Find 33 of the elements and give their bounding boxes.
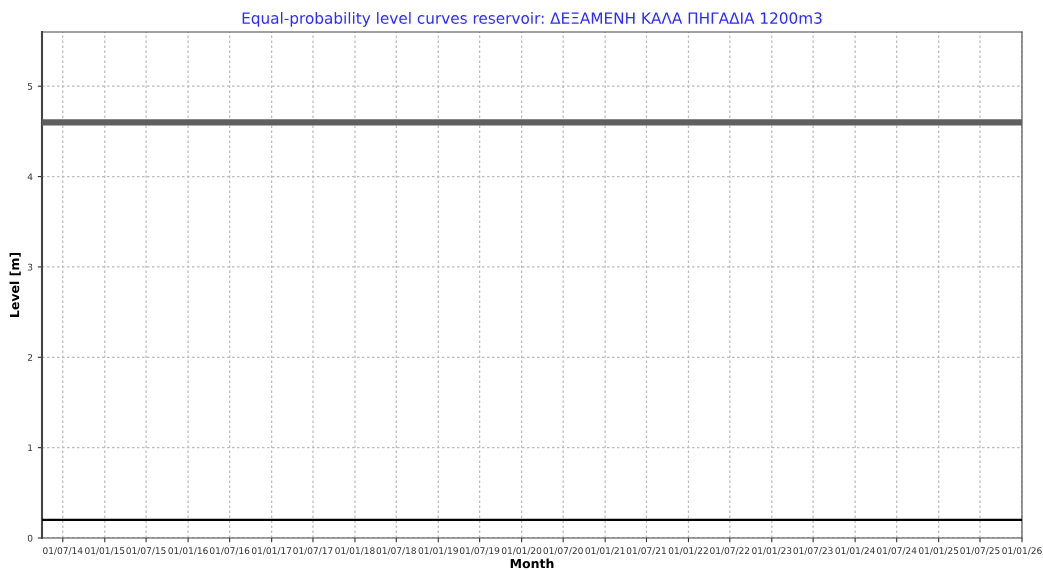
x-tick-label: 01/07/23 <box>793 547 833 555</box>
x-tick-label: 01/07/19 <box>459 547 500 555</box>
x-tick-label: 01/01/15 <box>85 547 125 555</box>
x-tick-label: 01/01/21 <box>585 547 625 555</box>
y-tick-label: 4 <box>27 173 33 180</box>
y-tick-label: 2 <box>27 354 33 361</box>
y-tick-label: 5 <box>27 83 33 90</box>
x-tick-label: 01/07/16 <box>209 547 250 555</box>
chart-title: Equal-probability level curves reservoir: ΔΕΞΑΜΕΝΗ ΚΑΛΑ ΠΗΓΑΔΙΑ 1200m3 <box>242 12 822 27</box>
x-tick-label: 01/01/16 <box>168 547 208 555</box>
x-tick-label: 01/07/18 <box>376 547 416 555</box>
x-tick-label: 01/01/24 <box>835 547 875 555</box>
y-axis-title: Level [m] <box>9 253 21 317</box>
x-tick-label: 01/07/20 <box>543 547 583 555</box>
x-tick-label: 01/01/19 <box>418 547 458 555</box>
x-tick-label: 01/07/21 <box>626 547 666 555</box>
x-tick-label: 01/01/26 <box>1002 547 1042 555</box>
x-tick-label: 01/01/18 <box>335 547 375 555</box>
x-tick-label: 01/07/14 <box>43 547 83 555</box>
x-tick-label: 01/01/25 <box>919 547 959 555</box>
y-tick-label: 3 <box>27 263 33 271</box>
x-tick-label: 01/01/20 <box>501 547 542 555</box>
x-tick-label: 01/01/22 <box>668 547 708 555</box>
x-tick-label: 01/01/23 <box>752 547 792 555</box>
x-tick-label: 01/01/17 <box>251 547 292 555</box>
x-tick-label: 01/07/17 <box>293 547 333 555</box>
x-axis-title: Month <box>510 558 554 569</box>
x-tick-label: 01/07/25 <box>960 547 1000 555</box>
y-tick-label: 0 <box>27 534 33 542</box>
x-tick-label: 01/07/24 <box>877 547 917 555</box>
x-tick-label: 01/07/15 <box>126 547 166 555</box>
y-tick-label: 1 <box>28 444 33 452</box>
x-tick-label: 01/07/22 <box>710 547 750 555</box>
